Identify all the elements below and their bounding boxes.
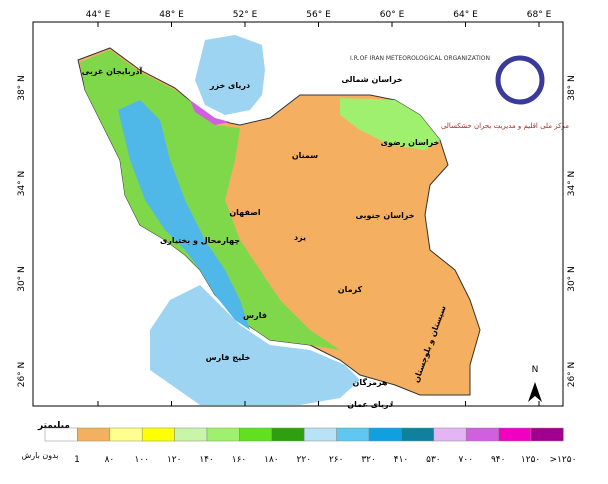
magenta-coast <box>190 100 230 125</box>
lat-label-right: 30° N <box>567 266 577 292</box>
place-label: هرمزگان <box>353 377 388 387</box>
place-label: کرمان <box>338 285 363 294</box>
legend-swatch <box>271 427 305 442</box>
legend-label: ۱۰۰ <box>135 455 150 465</box>
legend-swatch <box>109 427 143 442</box>
legend-no-rain: بدون بارش <box>22 451 59 460</box>
lon-label-top: 48° E <box>159 10 184 20</box>
lon-label-top: 64° E <box>453 10 478 20</box>
place-label: آذربایجان غربی <box>82 66 143 76</box>
logo-center: مرکز ملی اقلیم و مدیریت بحران خشکسالی <box>441 122 569 130</box>
logo-org: I.R.OF IRAN METEOROLOGICAL ORGANIZATION <box>350 55 490 62</box>
legend-label: ۳۲۰ <box>361 455 376 465</box>
legend-swatch <box>368 427 402 442</box>
green-ne <box>340 98 440 150</box>
legend-swatch <box>465 427 499 442</box>
place-label: سمنان <box>292 151 318 160</box>
legend-label: ۵۳۰ <box>426 455 441 465</box>
place-label: خراسان رضوی <box>381 138 440 147</box>
lat-label-left: 26° N <box>17 362 27 388</box>
legend-swatch <box>336 427 370 442</box>
legend-label: ۸۰ <box>105 455 115 465</box>
legend-label: ۱۸۰ <box>264 455 279 465</box>
lat-label-left: 34° N <box>17 171 27 197</box>
lat-label-left: 38° N <box>17 75 27 101</box>
legend-unit: میلیمتر <box>37 421 70 431</box>
legend-label: ۲۲۰ <box>297 455 312 465</box>
place-label: خلیج فارس <box>206 353 251 363</box>
persian-gulf <box>150 285 360 405</box>
lat-label-left: 30° N <box>17 266 27 292</box>
lon-label-top: 68° E <box>527 10 552 20</box>
legend-swatch <box>401 427 435 442</box>
legend-label: ۱۴۰ <box>199 455 214 465</box>
place-label: دریای خزر <box>209 81 250 90</box>
place-label: خراسان جنوبی <box>355 211 414 220</box>
lon-label-top: 52° E <box>233 10 258 20</box>
legend-swatch <box>77 427 111 442</box>
legend-swatch <box>44 427 78 442</box>
north-arrow <box>528 382 542 402</box>
lon-label-top: 44° E <box>86 10 111 20</box>
lat-label-right: 26° N <box>567 362 577 388</box>
place-label: خراسان شمالی <box>341 75 403 84</box>
blue-zone <box>118 100 250 330</box>
place-label: یزد <box>294 233 306 242</box>
legend-swatch <box>206 427 240 442</box>
place-label: چهارمحال و بختیاری <box>160 236 240 245</box>
lat-label-right: 38° N <box>567 75 577 101</box>
lon-label-top: 60° E <box>380 10 405 20</box>
legend-label: ۷۰۰ <box>459 455 474 465</box>
legend-label: ۲۶۰ <box>329 455 344 465</box>
caspian-sea <box>195 35 265 115</box>
place-label: فارس <box>243 311 267 321</box>
legend-label: ۱۶۰ <box>232 455 247 465</box>
legend-label: >۱۲۵۰ <box>550 455 577 465</box>
legend-label: ۱۲۵۰ <box>521 455 540 465</box>
place-label: دریای عمان <box>347 400 393 409</box>
legend-swatch <box>303 427 337 442</box>
logo-ring <box>495 55 545 105</box>
legend-swatch <box>141 427 175 442</box>
legend-label: ۹۴۰ <box>491 455 506 465</box>
legend-swatch <box>498 427 532 442</box>
logo: I.R.OF IRAN METEOROLOGICAL ORGANIZATION … <box>350 55 569 130</box>
legend-swatch <box>174 427 208 442</box>
lat-label-right: 34° N <box>567 171 577 197</box>
legend-label: ۴۱۰ <box>394 455 409 465</box>
legend-swatch <box>433 427 467 442</box>
legend-label: ۱۲۰ <box>167 455 182 465</box>
legend-swatch <box>239 427 273 442</box>
legend-label: 1 <box>74 455 80 465</box>
lon-label-top: 56° E <box>306 10 331 20</box>
place-label: اصفهان <box>229 208 261 217</box>
legend-swatch <box>530 427 564 442</box>
north-label: N <box>532 365 539 375</box>
